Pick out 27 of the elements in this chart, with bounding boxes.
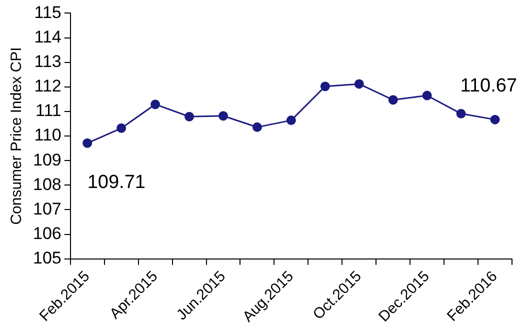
point	[184, 112, 194, 122]
point	[354, 79, 364, 89]
y-tick-label: 114	[34, 27, 62, 46]
data-label: 109.71	[87, 172, 146, 193]
point	[116, 123, 126, 133]
y-tick-label: 110	[34, 126, 62, 145]
point	[218, 111, 228, 121]
y-tick-label: 109	[32, 150, 62, 170]
data-label: 110.67	[460, 75, 518, 96]
point	[82, 138, 92, 148]
y-tick-label: 106	[32, 224, 62, 243]
y-tick-label: 105	[32, 248, 62, 268]
y-tick-label: 107	[32, 199, 62, 218]
point	[286, 116, 296, 126]
point	[422, 90, 432, 100]
y-tick-label: 113	[34, 52, 62, 72]
y-tick-label: 115	[34, 2, 62, 22]
y-tick-label: 108	[32, 174, 62, 194]
point	[252, 122, 262, 132]
y-tick-label: 112	[34, 76, 62, 96]
y-tick-label: 111	[36, 101, 62, 120]
point	[150, 100, 160, 110]
point	[490, 114, 500, 124]
point	[320, 82, 330, 92]
point	[456, 108, 466, 118]
point	[388, 95, 398, 105]
y-axis-title: Consumer Price Index CPI	[8, 47, 26, 225]
